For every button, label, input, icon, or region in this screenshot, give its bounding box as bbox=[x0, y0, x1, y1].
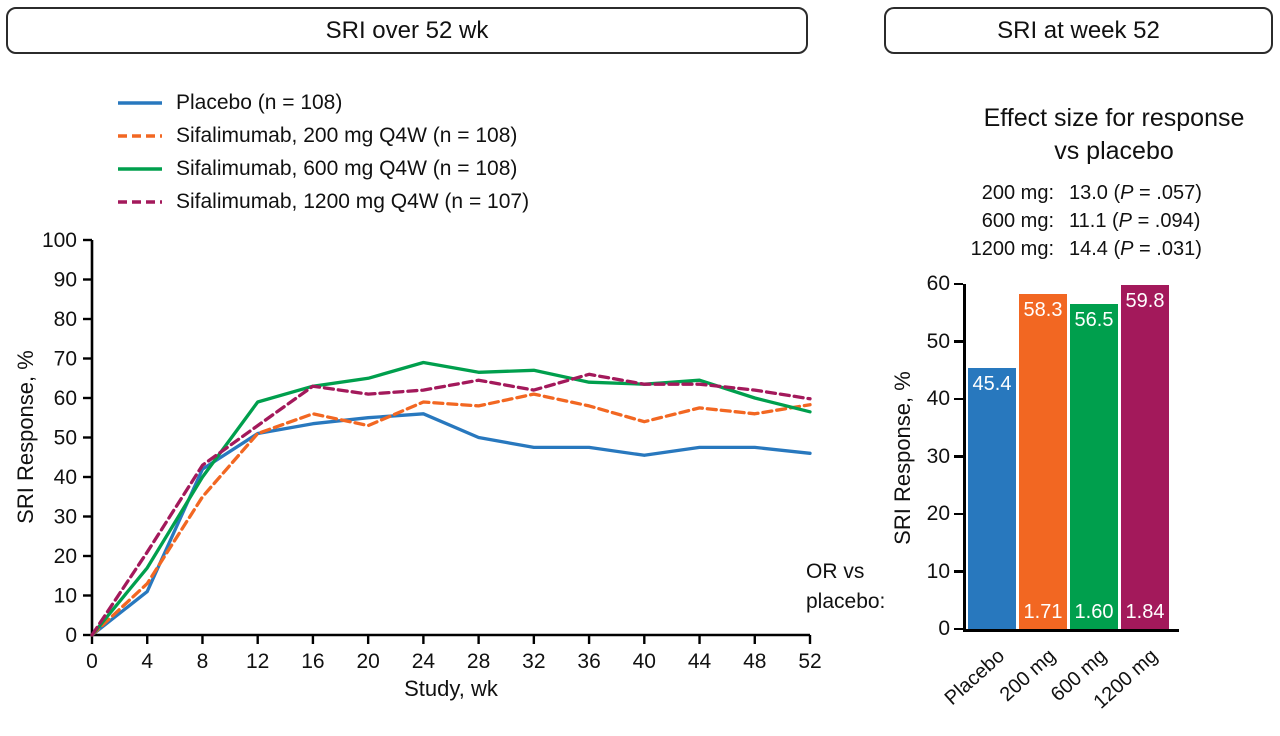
effect-size-list: 200 mg: 13.0 (P = .057) 600 mg: 11.1 (P = .… bbox=[966, 180, 1202, 263]
legend-item-2: Sifalimumab, 600 mg Q4W (n = 108) bbox=[116, 152, 529, 185]
x-tick-label: 32 bbox=[522, 650, 545, 673]
left-panel-title: SRI over 52 wk bbox=[325, 16, 489, 44]
y-tick-label: 100 bbox=[42, 229, 77, 252]
x-tick-label: 20 bbox=[356, 650, 379, 673]
bar-or-label: 1.71 bbox=[1023, 601, 1063, 623]
dose-label: 1200 mg: bbox=[970, 238, 1054, 260]
bar-chart: 0 10 20 30 40 50 60 45.4 Placebo 58.3 1.71 200 mg 56… bbox=[927, 272, 1179, 713]
y-tick-label: 60 bbox=[54, 387, 77, 410]
y-tick-label: 10 bbox=[54, 585, 77, 608]
legend-item-1: Sifalimumab, 200 mg Q4W (n = 108) bbox=[116, 119, 529, 152]
bar-600-mg bbox=[1070, 304, 1118, 629]
dose-label: 200 mg: bbox=[981, 182, 1054, 204]
bar-200-mg bbox=[1019, 293, 1067, 629]
right-panel-title-box: SRI at week 52 bbox=[884, 7, 1273, 54]
x-tick-label: 0 bbox=[86, 650, 98, 673]
p-value: (P = .094) bbox=[1112, 210, 1201, 232]
legend-line-sample bbox=[118, 199, 162, 204]
bar-y-tick bbox=[954, 455, 963, 458]
or-vs-placebo-label: OR vs placebo: bbox=[806, 560, 886, 613]
effect-value: 13.0 (P = .057) bbox=[1069, 182, 1202, 204]
y-tick-label: 0 bbox=[65, 624, 77, 647]
x-tick-label: 12 bbox=[246, 650, 269, 673]
bar-y-tick bbox=[954, 512, 963, 516]
line-chart-legend: Placebo (n = 108) Sifalimumab, 200 mg Q4W… bbox=[116, 86, 529, 218]
bar-value-label: 59.8 bbox=[1125, 290, 1165, 313]
y-tick-label: 50 bbox=[54, 427, 77, 450]
y-tick-label: 70 bbox=[54, 348, 77, 371]
series-line-1 bbox=[90, 392, 812, 637]
left-panel-title-box: SRI over 52 wk bbox=[6, 7, 808, 54]
y-tick-label: 80 bbox=[54, 308, 77, 331]
effect-size-heading: Effect size for response vs placebo bbox=[983, 104, 1245, 165]
legend-label: Sifalimumab, 600 mg Q4W (n = 108) bbox=[176, 156, 518, 180]
bar-value-label: 56.5 bbox=[1074, 309, 1114, 332]
bar-y-tick-label: 0 bbox=[938, 617, 950, 640]
dose-label: 600 mg: bbox=[981, 210, 1054, 232]
legend-line-sample bbox=[118, 133, 162, 138]
bar-y-tick bbox=[954, 397, 963, 401]
y-tick-label: 30 bbox=[54, 506, 77, 529]
p-value: (P = .057) bbox=[1113, 182, 1202, 204]
bar-value-label: 58.3 bbox=[1023, 298, 1063, 321]
series-line-3 bbox=[90, 372, 812, 637]
bar-y-axis bbox=[963, 284, 966, 632]
x-tick-label: 44 bbox=[688, 650, 712, 673]
bar-placebo bbox=[968, 367, 1016, 629]
bar-or-label: 1.60 bbox=[1074, 601, 1114, 623]
legend-item-0: Placebo (n = 108) bbox=[116, 86, 529, 119]
effect-value: 14.4 (P = .031) bbox=[1069, 238, 1202, 260]
legend-label: Placebo (n = 108) bbox=[176, 90, 343, 114]
legend-item-3: Sifalimumab, 1200 mg Q4W (n = 107) bbox=[116, 185, 529, 218]
bar-y-tick-label: 20 bbox=[926, 502, 950, 525]
effect-size-row-1: 600 mg: 11.1 (P = .094) bbox=[966, 208, 1202, 235]
bar-y-tick-label: 10 bbox=[926, 559, 950, 583]
bar-y-tick bbox=[954, 627, 963, 631]
series-line-2 bbox=[90, 360, 812, 637]
bar-y-tick-label: 60 bbox=[926, 272, 950, 295]
x-tick-label: 16 bbox=[301, 650, 324, 673]
bar-1200-mg bbox=[1121, 285, 1169, 629]
legend-line-sample bbox=[118, 166, 162, 171]
bar-y-tick-label: 50 bbox=[926, 329, 950, 353]
y-tick-label: 90 bbox=[54, 269, 77, 292]
line-chart-ylabel: SRI Response, % bbox=[13, 350, 38, 524]
legend-label: Sifalimumab, 1200 mg Q4W (n = 107) bbox=[176, 189, 530, 213]
x-tick-label: 48 bbox=[743, 650, 766, 673]
p-value: (P = .031) bbox=[1113, 238, 1202, 260]
line-chart-xlabel: Study, wk bbox=[404, 676, 498, 701]
x-tick-label: 36 bbox=[577, 650, 600, 673]
bar-chart-ylabel: SRI Response, % bbox=[890, 371, 915, 545]
x-tick-label: 8 bbox=[197, 650, 209, 673]
figure-page: SRI over 52 wk Placebo (n = 108) Sifalimu… bbox=[6, 7, 1273, 713]
x-tick-label: 24 bbox=[412, 650, 436, 673]
bar-y-tick-label: 30 bbox=[926, 444, 950, 468]
effect-value: 11.1 (P = .094) bbox=[1069, 210, 1201, 232]
bar-or-label: 1.84 bbox=[1125, 601, 1165, 623]
y-tick-label: 40 bbox=[54, 466, 77, 489]
y-tick-label: 20 bbox=[54, 545, 77, 568]
bar-y-tick bbox=[954, 340, 963, 343]
series-line-0 bbox=[90, 412, 812, 637]
bar-y-tick bbox=[954, 570, 963, 573]
bar-y-tick bbox=[954, 282, 963, 286]
x-tick-label: 52 bbox=[798, 650, 821, 673]
right-panel-title: SRI at week 52 bbox=[997, 16, 1160, 44]
bar-y-tick-label: 40 bbox=[926, 387, 950, 410]
x-tick-label: 4 bbox=[141, 650, 153, 673]
x-tick-label: 40 bbox=[633, 650, 656, 673]
effect-size-row-2: 1200 mg: 14.4 (P = .031) bbox=[966, 236, 1202, 263]
legend-label: Sifalimumab, 200 mg Q4W (n = 108) bbox=[176, 123, 518, 147]
legend-line-sample bbox=[118, 100, 162, 105]
bar-x-axis bbox=[963, 629, 1179, 632]
effect-size-row-0: 200 mg: 13.0 (P = .057) bbox=[966, 180, 1202, 207]
line-chart-axes bbox=[90, 240, 810, 637]
x-tick-label: 28 bbox=[467, 650, 490, 673]
bar-value-label: 45.4 bbox=[972, 372, 1012, 395]
